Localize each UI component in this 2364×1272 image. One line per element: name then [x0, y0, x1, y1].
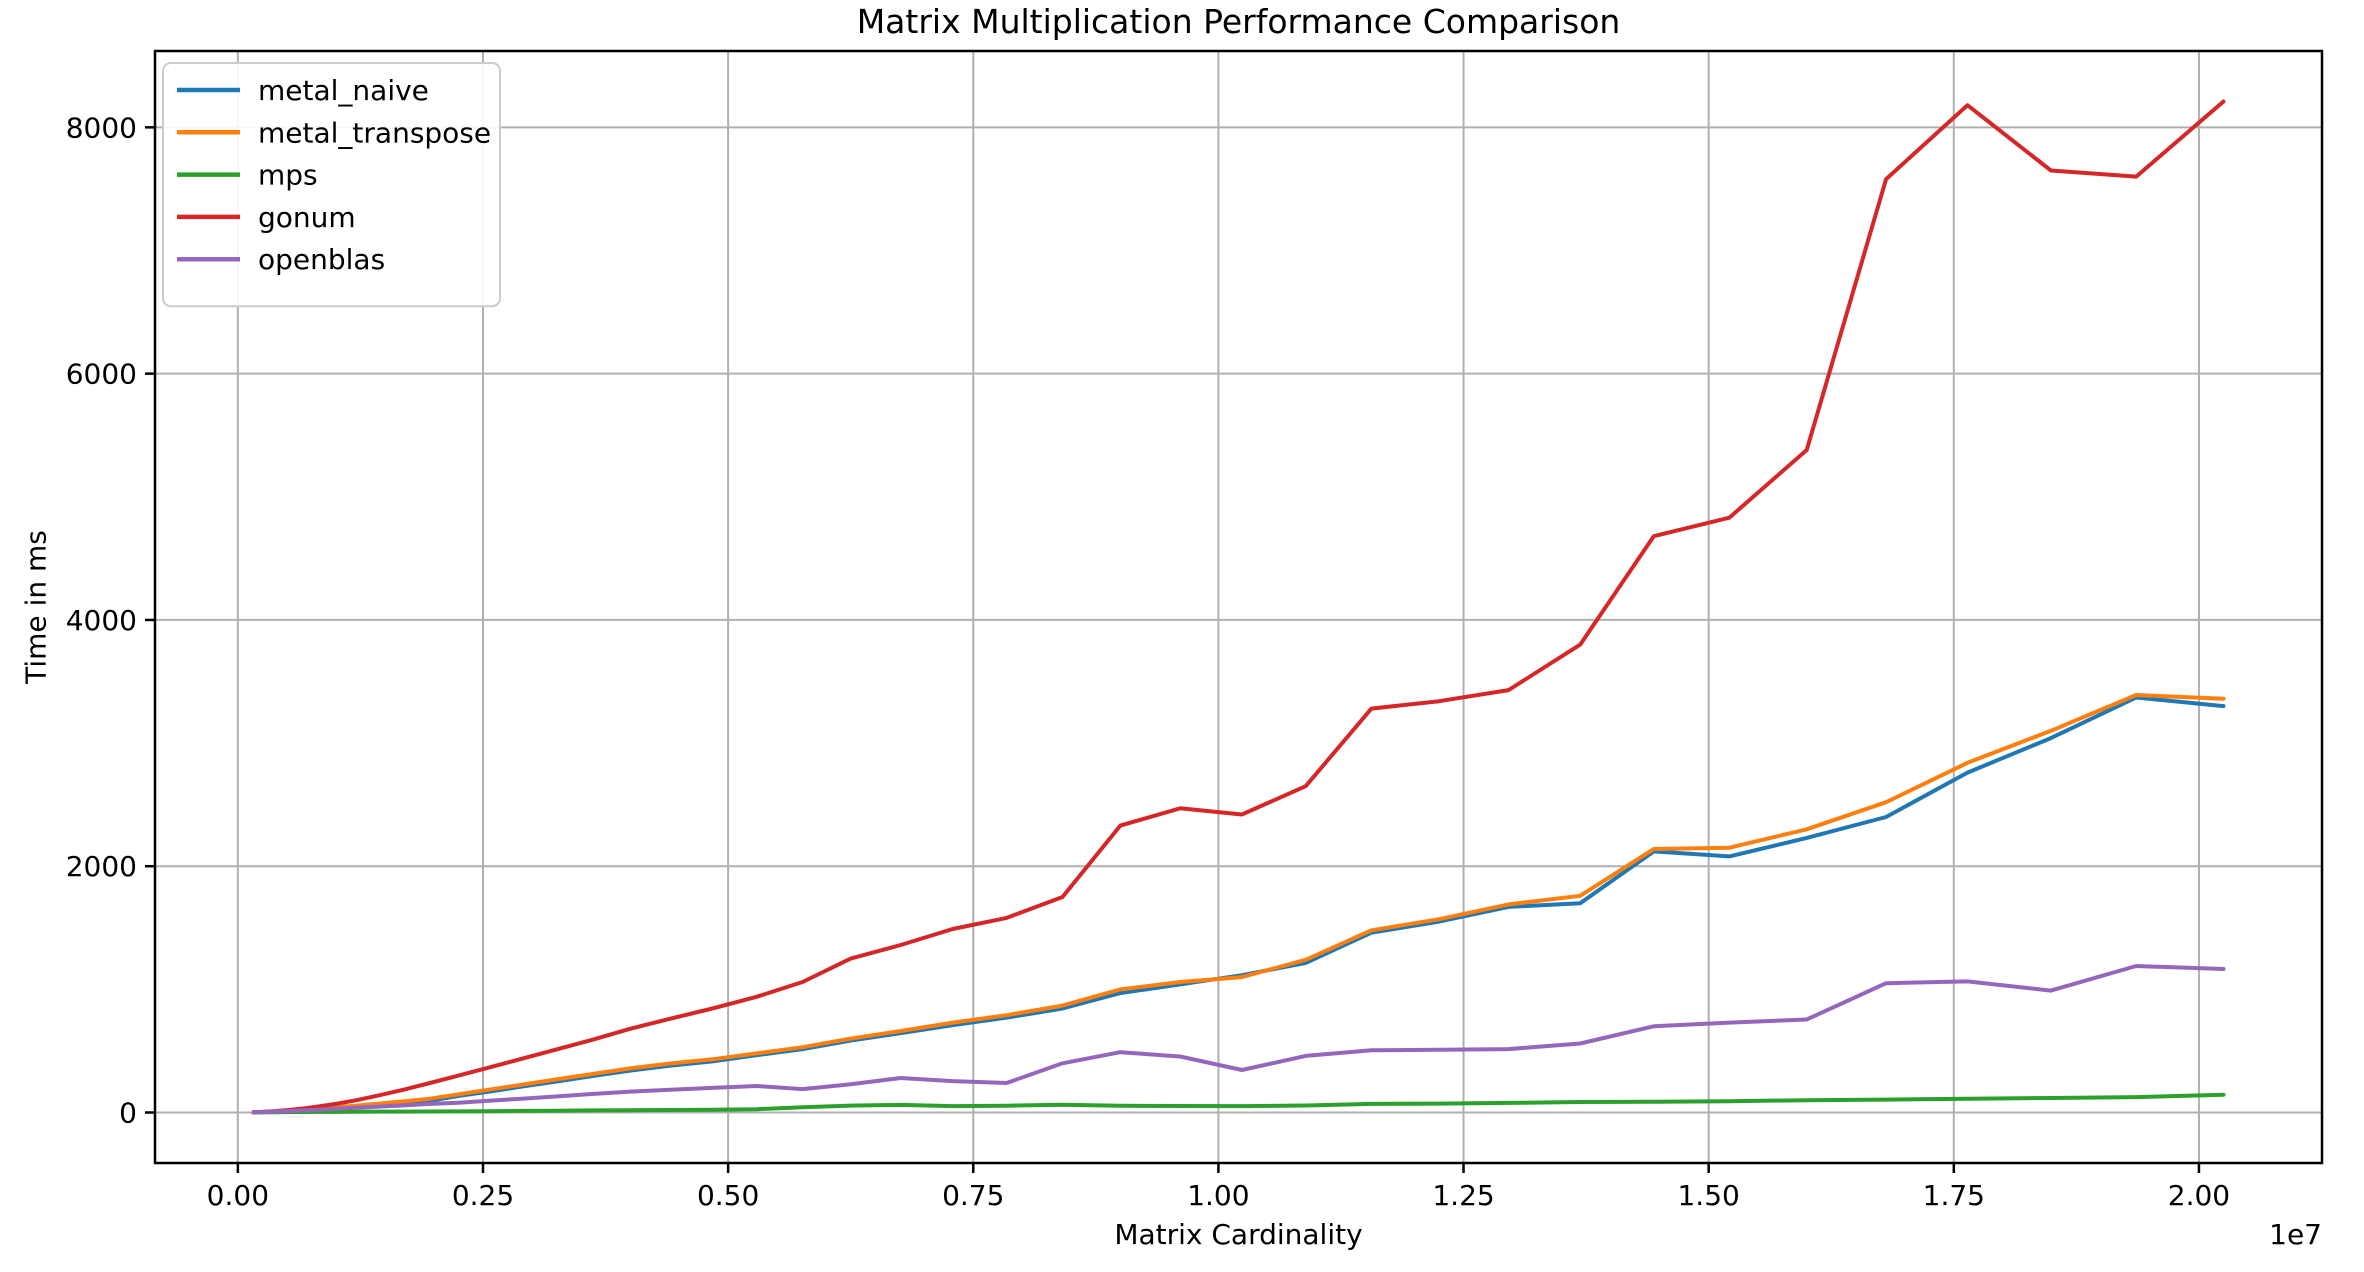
- legend-box: [162, 62, 501, 308]
- x-tick-label: 1.00: [1187, 1179, 1249, 1212]
- legend-label-mps: mps: [258, 159, 318, 192]
- y-tick-label: 6000: [66, 358, 137, 391]
- x-tick-label: 1.25: [1432, 1179, 1494, 1212]
- x-tick-label: 2.00: [2168, 1179, 2230, 1212]
- chart-title: Matrix Multiplication Performance Compar…: [856, 2, 1621, 41]
- x-tick-label: 0.00: [207, 1179, 269, 1212]
- legend-item-metal_naive: metal_naive: [177, 74, 429, 107]
- x-tick-label: 1.50: [1677, 1179, 1739, 1212]
- legend-label-gonum: gonum: [258, 201, 356, 234]
- series-line-openblas: [251, 964, 2226, 1115]
- legend-item-mps: mps: [177, 159, 318, 192]
- legend-item-openblas: openblas: [177, 243, 385, 276]
- series-line-mps: [251, 1092, 2226, 1115]
- legend-label-metal_transpose: metal_transpose: [258, 116, 491, 149]
- x-tick-label: 1.75: [1923, 1179, 1985, 1212]
- x-tick-label: 0.75: [942, 1179, 1004, 1212]
- legend-label-metal_naive: metal_naive: [258, 74, 429, 107]
- x-tick-label: 0.25: [452, 1179, 514, 1212]
- y-tick-label: 0: [119, 1097, 137, 1130]
- legend-label-openblas: openblas: [258, 243, 385, 276]
- series-line-gonum: [251, 99, 2226, 1115]
- y-tick-label: 8000: [66, 111, 137, 144]
- legend-item-metal_transpose: metal_transpose: [177, 116, 491, 149]
- x-axis-offset-label: 1e7: [2269, 1218, 2322, 1251]
- legend-item-gonum: gonum: [177, 201, 356, 234]
- y-axis-label: Time in ms: [19, 530, 53, 684]
- series-line-metal_transpose: [251, 693, 2226, 1115]
- y-tick-label: 4000: [66, 604, 137, 637]
- y-tick-label: 2000: [66, 850, 137, 883]
- x-tick-label: 0.50: [697, 1179, 759, 1212]
- axes-spines: [153, 49, 2324, 1165]
- x-axis-label: Matrix Cardinality: [1114, 1218, 1363, 1251]
